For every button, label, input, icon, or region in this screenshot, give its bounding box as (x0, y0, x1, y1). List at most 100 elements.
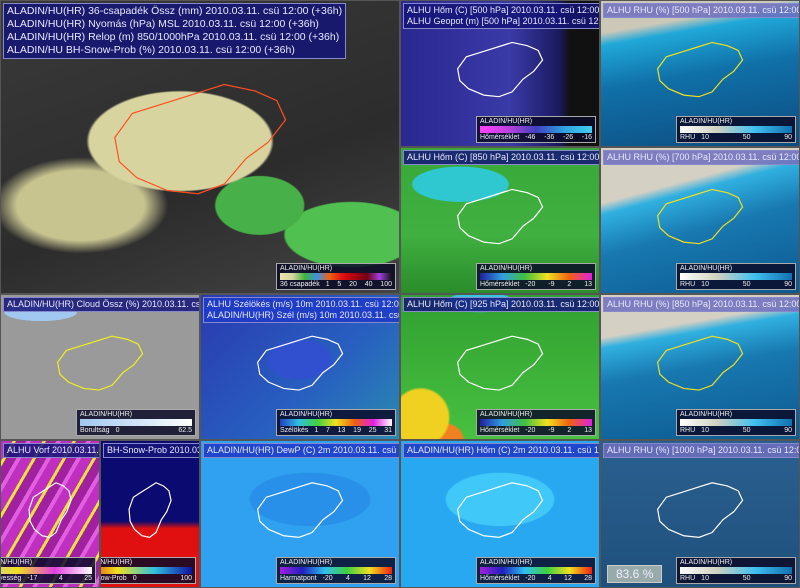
panel-wind[interactable]: ALHU Szélökés (m/s) 10m 2010.03.11. csü … (200, 294, 400, 440)
title-line: ALHU RHU (%) [1000 hPa] 2010.03.11. csü … (607, 445, 799, 455)
hungary-border-outline (601, 1, 799, 146)
panel-cloud[interactable]: ALADIN/HU(HR) Cloud Össz (%) 2010.03.11.… (0, 294, 200, 440)
legend-source: ALADIN/HU(HR) (680, 265, 733, 272)
legend-tick: 12 (564, 575, 572, 582)
panel-rhu-500[interactable]: ALHU RHU (%) [500 hPa] 2010.03.11. csü 1… (600, 0, 800, 147)
colorbar (101, 567, 192, 574)
legend-tick: 90 (784, 427, 792, 434)
legend-tick: -46 (525, 134, 536, 141)
panel-temp-925[interactable]: ALHU Hőm (C) [925 hPa] 2010.03.11. csü 1… (400, 294, 600, 440)
hungary-border-outline (1, 295, 199, 439)
legend-tick: 25 (84, 575, 92, 582)
colorbar (280, 419, 392, 426)
color-legend: ALADIN/HU(HR) RHU 10 50 90 (676, 116, 796, 143)
panel-title: ALHU RHU (%) [850 hPa] 2010.03.11. csü 1… (603, 297, 800, 312)
panel-temp-850[interactable]: ALHU Hőm (C) [850 hPa] 2010.03.11. csü 1… (400, 147, 600, 294)
legend-source: ALADIN/HU(HR) (280, 559, 333, 566)
legend-tick: 90 (784, 281, 792, 288)
legend-variable: RHU (680, 427, 696, 434)
legend-tick: 50 (742, 427, 751, 434)
title-line: ALADIN/HU(HR) Nyomás (hPa) MSL 2010.03.1… (7, 18, 319, 30)
panel-vorticity[interactable]: ALHU Vorf 2010.03.11. csü 12:00 (+36h) AL… (0, 440, 100, 588)
legend-source: ALADIN/HU(HR) (480, 118, 533, 125)
legend-tick: 19 (353, 427, 361, 434)
colorbar (680, 567, 792, 574)
title-line: ALADIN/HU(HR) 36-csapadék Össz (mm) 2010… (7, 5, 343, 17)
panel-title: ALHU RHU (%) [500 hPa] 2010.03.11. csü 1… (603, 3, 799, 18)
legend-tick: 20 (349, 281, 357, 288)
legend-tick: 100 (180, 575, 192, 582)
title-line: ALHU Vorf 2010.03.11. csü 12:00 (+36h) (7, 445, 99, 455)
title-line: ALADIN/HU BH-Snow-Prob (%) 2010.03.11. c… (7, 44, 295, 56)
legend-tick: 31 (384, 427, 392, 434)
panel-snow-prob[interactable]: BH-Snow-Prob 2010.03.11. csü 12:00 ALADIN… (100, 440, 200, 588)
legend-tick: 90 (784, 134, 792, 141)
legend-tick: 10 (701, 427, 709, 434)
panel-temp-500[interactable]: ALHU Hőm (C) [500 hPa] 2010.03.11. csü 1… (400, 0, 600, 147)
color-legend: ALADIN/HU(HR) RHU 10 50 90 (676, 263, 796, 290)
hungary-border-outline (601, 441, 799, 587)
legend-variable: Hőmérséklet (480, 575, 520, 582)
color-legend: ALADIN/HU(HR) Szélökés 1 7 13 19 25 31 (276, 409, 396, 436)
legend-tick: 1 (325, 281, 330, 288)
hungary-border-outline (1, 1, 399, 293)
legend-source: ALADIN/HU(HR) (480, 411, 533, 418)
legend-tick: -16 (581, 134, 592, 141)
title-line: ALADIN/HU(HR) Hőm (C) 2m 2010.03.11. csü… (407, 445, 599, 455)
legend-variable: Szélökés (280, 427, 309, 434)
panel-temp-2m[interactable]: ALADIN/HU(HR) Hőm (C) 2m 2010.03.11. csü… (400, 440, 600, 588)
legend-variable: RHU (680, 575, 696, 582)
legend-tick: 10 (701, 575, 709, 582)
title-line: ALHU Hőm (C) [925 hPa] 2010.03.11. csü 1… (407, 299, 600, 309)
legend-source: ALADIN/HU(HR) (680, 559, 733, 566)
legend-tick: 13 (584, 281, 592, 288)
legend-variable: Hőmérséklet (480, 281, 520, 288)
hungary-border-outline (601, 148, 799, 293)
legend-tick: 25 (368, 427, 377, 434)
color-legend: ALADIN/HU(HR) Harmatpont -20 4 12 28 (276, 557, 396, 584)
title-line: ALHU Hőm (C) [850 hPa] 2010.03.11. csü 1… (407, 152, 600, 162)
panel-dewpoint-2m[interactable]: ALADIN/HU(HR) DewP (C) 2m 2010.03.11. cs… (200, 440, 400, 588)
color-legend: ALADIN/HU(HR) RHU 10 50 90 (676, 557, 796, 584)
legend-tick: 10 (701, 134, 709, 141)
legend-source: ALADIN/HU(HR) (280, 265, 333, 272)
legend-source: ALADIN/HU(HR) (480, 559, 533, 566)
legend-tick: 90 (784, 575, 792, 582)
panel-rhu-700[interactable]: ALHU RHU (%) [700 hPa] 2010.03.11. csü 1… (600, 147, 800, 294)
legend-tick: 13 (584, 427, 592, 434)
hungary-border-outline (1, 441, 99, 587)
colorbar (1, 567, 92, 574)
legend-tick: -20 (525, 427, 536, 434)
legend-variable: Hőmérséklet (480, 427, 520, 434)
legend-source: ALADIN/HU(HR) (0, 559, 33, 566)
legend-variable: 36 csapadék (280, 281, 320, 288)
title-line: ALHU Szélökés (m/s) 10m 2010.03.11. csü … (207, 299, 399, 309)
legend-variable: RHU (680, 281, 696, 288)
legend-tick: 10 (701, 281, 709, 288)
panel-precipitation[interactable]: ALADIN/HU(HR) 36-csapadék Össz (mm) 2010… (0, 0, 400, 294)
colorbar (480, 419, 592, 426)
legend-tick: -20 (525, 281, 536, 288)
legend-tick: -26 (563, 134, 574, 141)
color-legend: ALADIN/HU(HR) Örvényesség -17 4 25 (0, 557, 96, 584)
panel-title: BH-Snow-Prob 2010.03.11. csü 12:00 (103, 443, 199, 458)
value-readout: 83.6 % (607, 565, 663, 583)
legend-variable: Borultság (80, 427, 110, 434)
hungary-border-outline (401, 295, 599, 439)
panel-title: ALHU RHU (%) [700 hPa] 2010.03.11. csü 1… (603, 150, 799, 165)
hungary-border-outline (401, 148, 599, 293)
colorbar (680, 126, 792, 133)
legend-tick: -20 (322, 575, 333, 582)
legend-tick: 40 (364, 281, 373, 288)
panel-rhu-1000[interactable]: ALHU RHU (%) [1000 hPa] 2010.03.11. csü … (600, 440, 800, 588)
color-legend: ALADIN/HU(HR) Borultság 0 62.5 (76, 409, 196, 436)
legend-variable: Hőmérséklet (480, 134, 520, 141)
title-line: ALHU RHU (%) [850 hPa] 2010.03.11. csü 1… (607, 299, 800, 309)
panel-rhu-850[interactable]: ALHU RHU (%) [850 hPa] 2010.03.11. csü 1… (600, 294, 800, 440)
legend-source: ALADIN/HU(HR) (680, 118, 733, 125)
color-legend: ALADIN/HU(HR) Hőmérséklet -20 -9 2 13 (476, 409, 596, 436)
legend-tick: 50 (742, 575, 751, 582)
colorbar (480, 567, 592, 574)
color-legend: ALADIN/HU(HR) Hőmérséklet -46 -36 -26 -16 (476, 116, 596, 143)
panel-title: ALADIN/HU(HR) 36-csapadék Össz (mm) 2010… (3, 3, 347, 59)
